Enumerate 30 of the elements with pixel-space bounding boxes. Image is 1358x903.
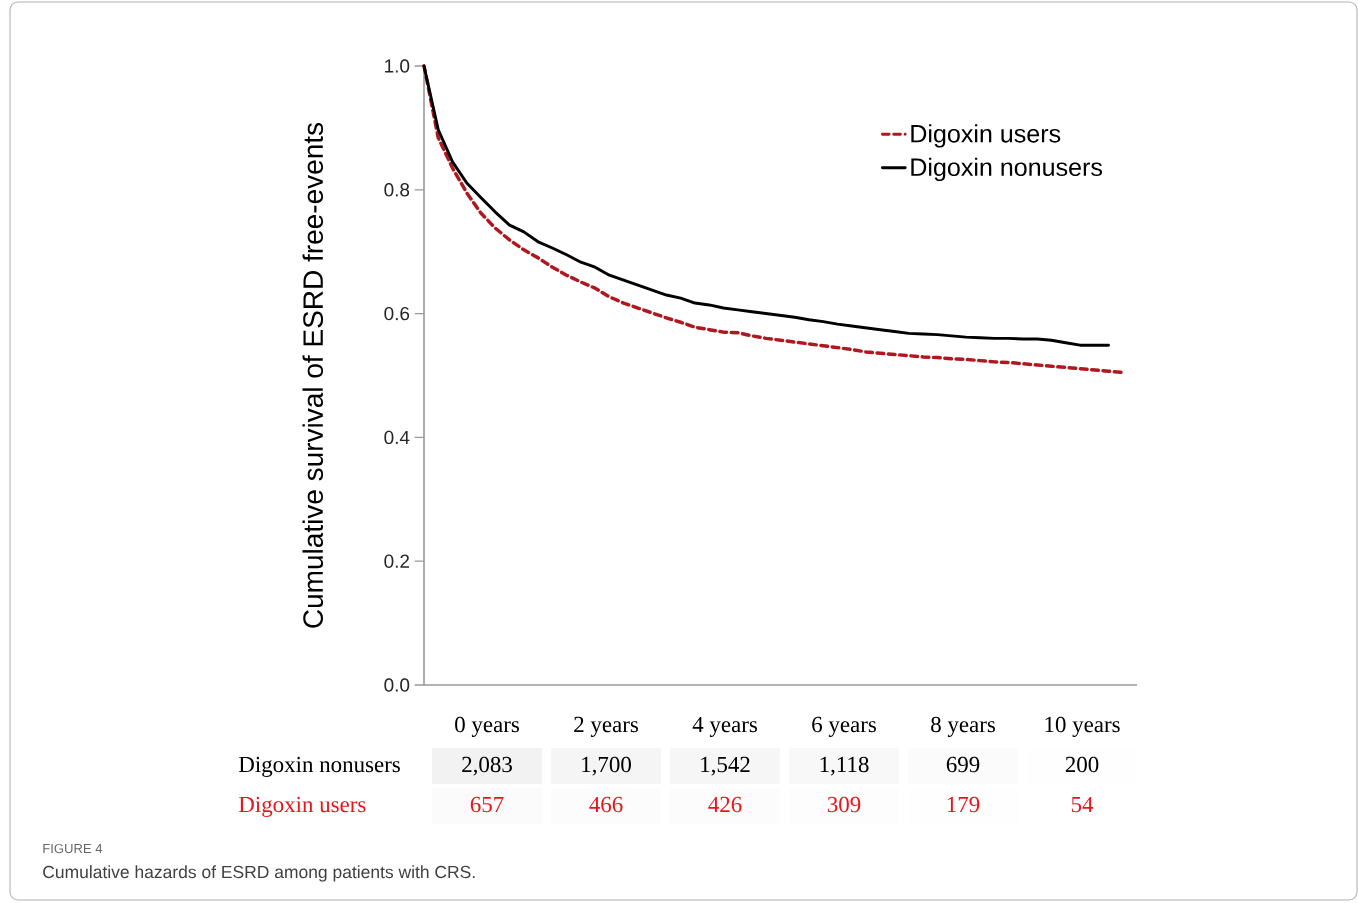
- y-tick-label: 0.4: [384, 430, 410, 445]
- legend-label: Digoxin nonusers: [911, 157, 1103, 182]
- y-axis-title: Cumulative survival of ESRD free-events: [302, 122, 324, 628]
- y-tick-label: 1.0: [385, 59, 410, 73]
- data-label: 466: [589, 796, 623, 813]
- caption: FIGURE 4: [43, 843, 103, 854]
- y-tick-label: Digoxin nonusers: [238, 756, 400, 777]
- x-tick-label: 2 years: [574, 716, 638, 737]
- x-tick-label: 0 years: [455, 716, 519, 737]
- data-label: 1,542: [701, 756, 750, 776]
- data-label: 657: [470, 796, 504, 813]
- data-label: 426: [708, 796, 742, 813]
- y-tick-label: 0.6: [384, 306, 410, 321]
- data-label: 699: [946, 756, 980, 773]
- y-tick-label: 0.8: [384, 183, 410, 197]
- data-label: 54: [1071, 796, 1094, 813]
- data-label: 1,700: [582, 756, 631, 776]
- y-tick-label: 0.0: [384, 678, 410, 692]
- text: Cumulative hazards of ESRD among patients with CRS.: [43, 865, 475, 882]
- data-label: 179: [947, 796, 980, 813]
- x-tick-label: 6 years: [812, 716, 876, 737]
- data-label: 2,083: [462, 756, 512, 776]
- data-label: 1,118: [820, 756, 869, 776]
- x-tick-label: 8 years: [931, 716, 995, 737]
- data-label: 309: [827, 796, 861, 813]
- legend-label: Digoxin users: [911, 124, 1061, 148]
- x-tick-label: 10 years: [1045, 716, 1120, 737]
- data-label: 200: [1065, 756, 1099, 773]
- x-tick-label: 4 years: [692, 716, 757, 737]
- y-tick-label: 0.2: [384, 554, 410, 568]
